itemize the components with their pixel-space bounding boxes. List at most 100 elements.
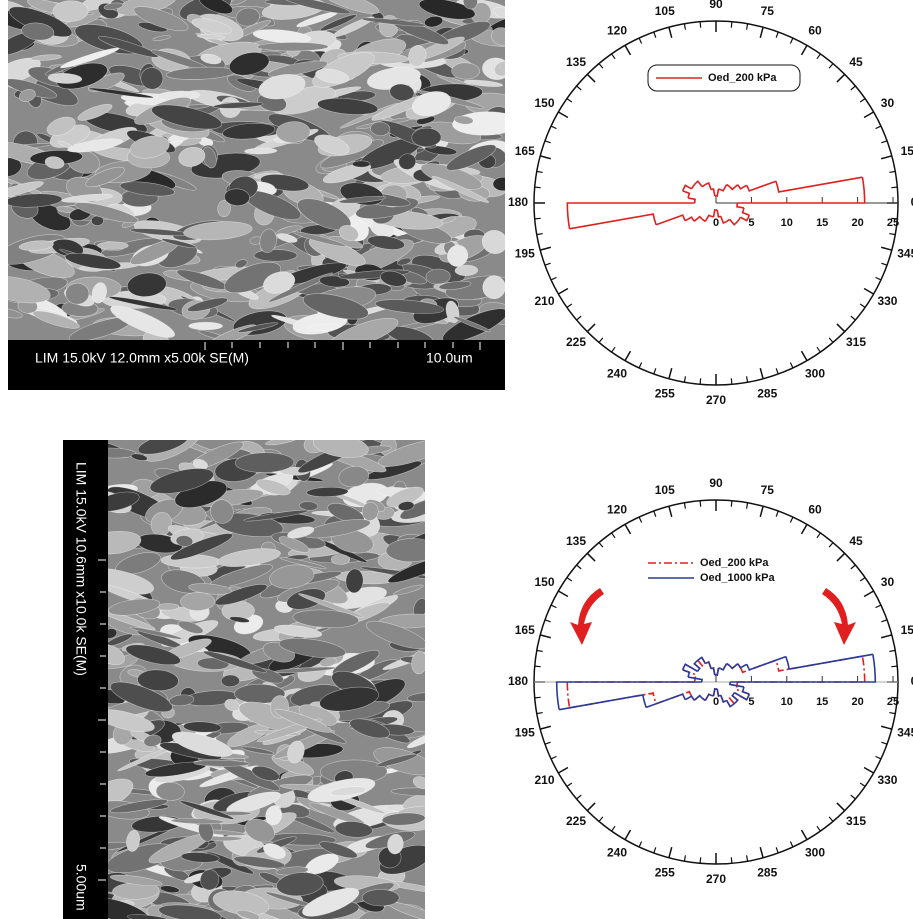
minor-angle-tick: [638, 516, 643, 523]
rose-bin: [718, 667, 722, 670]
minor-angle-tick: [859, 782, 866, 787]
sem-flake: [278, 637, 346, 659]
sem-flake: [8, 307, 23, 319]
sem-flake: [217, 548, 281, 567]
sem-flake: [119, 181, 175, 197]
sem-flake: [108, 598, 161, 616]
sem-flake: [210, 499, 234, 524]
minor-angle-tick: [889, 170, 896, 174]
sem-info-bar: [8, 340, 505, 390]
angle-tick-label: 330: [877, 294, 897, 308]
sem-flake: [180, 592, 215, 611]
rose-bin: [566, 202, 695, 229]
minor-angle-tick: [828, 542, 834, 548]
minor-angle-tick: [789, 516, 794, 523]
minor-angle-tick: [881, 140, 888, 144]
sem-flake: [126, 272, 167, 297]
minor-angle-tick: [550, 604, 557, 609]
sem-flake: [317, 97, 379, 115]
sem-flake: [217, 200, 231, 218]
sem-flake: [61, 193, 113, 203]
minor-angle-tick: [576, 85, 582, 91]
minor-angle-tick: [745, 855, 749, 862]
sem-flake: [235, 7, 260, 27]
rose-bin: [566, 681, 695, 708]
rose-bin: [701, 183, 706, 188]
sem-flake: [88, 87, 154, 99]
minor-angle-tick: [550, 125, 557, 130]
sem-flake: [381, 812, 425, 826]
sem-flake: [8, 181, 44, 199]
rose-bin: [710, 667, 716, 676]
minor-angle-tick: [576, 315, 582, 321]
sem-flake: [152, 35, 171, 42]
sem-flake: [360, 17, 427, 27]
sem-flake: [158, 904, 222, 919]
minor-angle-tick: [534, 217, 541, 220]
scale-ruler: [204, 342, 481, 350]
minor-angle-tick: [828, 63, 834, 69]
rose-bin: [555, 681, 702, 710]
rose-bin: [693, 694, 703, 701]
rose-bin: [687, 676, 703, 683]
rose-bin: [704, 693, 712, 701]
angle-tick-label: 135: [566, 55, 586, 69]
radial-tick-label: 5: [748, 217, 754, 229]
sem-flake: [276, 233, 298, 243]
minor-angle-tick: [544, 262, 551, 266]
angle-tick-label: 105: [655, 483, 675, 497]
sem-flake: [451, 62, 480, 80]
sem-flake: [407, 692, 425, 702]
sem-flake: [108, 633, 133, 647]
minor-angle-tick: [891, 696, 898, 699]
angle-tick: [586, 323, 596, 333]
rose-bin: [704, 182, 712, 190]
rose-bin: [569, 692, 657, 709]
rose-bin: [682, 669, 691, 678]
minor-angle-tick: [881, 262, 888, 266]
sem-flake: [385, 538, 425, 563]
angle-tick-label: 195: [515, 246, 535, 260]
sem-flake: [74, 202, 139, 223]
sem-flake: [279, 556, 327, 569]
sem-flake: [197, 33, 226, 40]
arrow: [570, 588, 856, 645]
sem-flake: [183, 221, 253, 241]
minor-angle-tick: [889, 649, 896, 653]
sem-flake: [168, 694, 195, 707]
minor-angle-tick: [875, 604, 882, 609]
sem-flake: [222, 122, 276, 140]
minor-angle-tick: [638, 841, 643, 848]
minor-angle-tick: [875, 755, 882, 760]
sem-flake: [108, 709, 155, 732]
angle-tick-label: 165: [515, 144, 535, 158]
sem-flake: [228, 52, 270, 76]
sem-flake: [319, 657, 337, 667]
rose-bin: [728, 695, 735, 705]
sem-flake: [297, 593, 364, 619]
sem-flake: [47, 73, 83, 84]
minor-angle-tick: [598, 542, 604, 548]
sem-flake: [109, 681, 173, 713]
rose-bin: [720, 216, 728, 224]
sem-flake: [269, 564, 315, 589]
legend-label: Oed_200 kPa: [708, 72, 777, 84]
rose-bin: [745, 180, 777, 192]
sem-flake: [380, 270, 407, 287]
sem-flake: [230, 0, 249, 6]
angle-tick: [880, 155, 892, 160]
minor-angle-tick: [699, 857, 702, 864]
rose-bin: [712, 688, 717, 697]
rose-bin: [737, 663, 748, 669]
minor-angle-tick: [745, 23, 749, 30]
minor-angle-tick: [745, 376, 749, 383]
sem-flake: [237, 322, 279, 333]
radial-tick-label: 5: [748, 696, 754, 708]
sem-flake: [286, 588, 326, 610]
sem-flake: [233, 855, 286, 869]
angle-tick: [540, 725, 552, 730]
sem-flake: [151, 104, 223, 130]
angle-tick-label: 60: [808, 503, 822, 517]
angle-tick-label: 195: [515, 725, 535, 739]
minor-angle-tick: [638, 37, 643, 44]
